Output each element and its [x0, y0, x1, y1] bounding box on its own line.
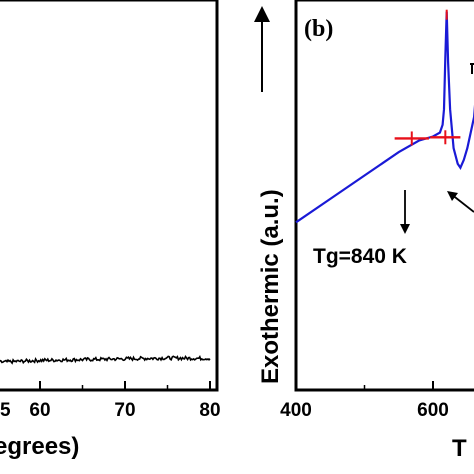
panel-a-tick-label-60: 60	[29, 400, 50, 421]
panel-b-series-line	[295, 11, 474, 224]
panel-a: 60 70 80 5 egrees)	[0, 0, 221, 460]
tg-annotation: Tg=840 K	[313, 245, 407, 268]
diagonal-arrow-icon	[447, 191, 474, 213]
panel-b-tick-label-400: 400	[280, 400, 312, 421]
panel-b-y-axis-title: Exothermic (a.u.)	[257, 189, 284, 384]
panel-b-label: (b)	[304, 16, 333, 42]
panel-a-tick-label-70: 70	[114, 400, 135, 421]
panel-b-tick-label-600: 600	[417, 400, 449, 421]
panel-a-frame	[0, 0, 219, 392]
panel-a-ticks	[39, 381, 211, 390]
panel-b-ticks	[295, 381, 434, 390]
panel-a-x-axis-title: egrees)	[0, 433, 79, 460]
down-arrow-icon	[400, 190, 410, 234]
panel-b-x-axis-title: T	[452, 435, 467, 462]
panel-a-series-line	[0, 355, 211, 365]
partial-marker-icon	[470, 63, 474, 74]
y-axis-arrow-icon	[254, 6, 270, 92]
panel-b: (b) Exothermic (a.u.) Tg=840 K 400 600 T	[254, 0, 474, 462]
panel-b-frame	[294, 0, 474, 392]
panel-b-tangent-marks	[394, 9, 461, 146]
panel-a-tick-label-80: 80	[199, 400, 220, 421]
panel-a-partial-tick-label: 5	[0, 400, 11, 421]
